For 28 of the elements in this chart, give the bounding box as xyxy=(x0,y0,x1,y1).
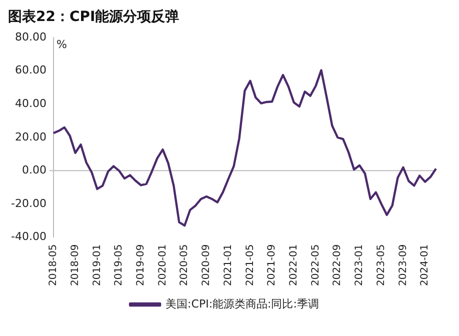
x-tick-label: 2021-05 xyxy=(244,244,256,286)
y-axis-title: % xyxy=(56,38,67,51)
y-tick-label: 0.00 xyxy=(22,164,46,177)
y-tick-label: 40.00 xyxy=(14,97,46,110)
x-tick-label: 2022-09 xyxy=(332,244,344,286)
x-tick-label: 2023-09 xyxy=(398,244,409,286)
chart-title: 图表22：CPI能源分项反弹 xyxy=(8,8,180,27)
legend-label: 美国:CPI:能源类商品:同比:季调 xyxy=(166,297,319,310)
y-tick-label: -40.00 xyxy=(10,230,46,244)
y-tick-label: 80.00 xyxy=(14,30,46,44)
x-tick-label: 2022-05 xyxy=(310,244,322,286)
x-tick-label: 2022-01 xyxy=(288,244,300,286)
x-tick-label: 2024-01 xyxy=(420,244,431,286)
x-tick-label: 2021-01 xyxy=(222,244,234,286)
x-tick-label: 2023-01 xyxy=(354,244,366,286)
x-tick-label: 2019-09 xyxy=(135,244,146,286)
x-tick-label: 2018-05 xyxy=(48,244,60,286)
x-tick-label: 2023-05 xyxy=(376,244,387,286)
x-tick-label: 2020-09 xyxy=(201,244,212,286)
y-tick-label: 20.00 xyxy=(14,130,46,144)
x-tick-label: 2018-09 xyxy=(70,244,81,286)
x-tick-label: 2021-09 xyxy=(266,244,278,286)
x-tick-label: 2019-05 xyxy=(114,244,125,286)
x-tick-label: 2020-05 xyxy=(179,244,190,286)
x-tick-label: 2020-01 xyxy=(157,244,168,286)
y-tick-label: -20.00 xyxy=(10,196,46,210)
y-tick-label: 60.00 xyxy=(14,64,46,77)
x-tick-label: 2019-01 xyxy=(92,244,103,286)
